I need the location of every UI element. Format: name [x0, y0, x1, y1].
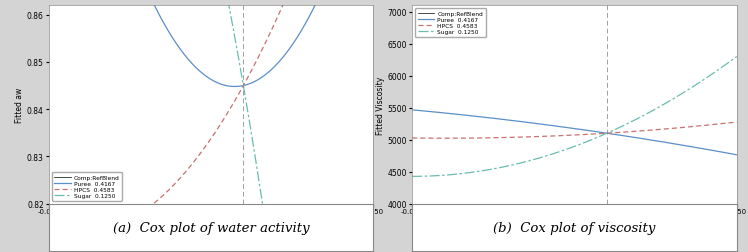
Y-axis label: Fitted aw: Fitted aw: [15, 87, 24, 122]
Legend: Comp:RefBlend, Puree  0.4167, HPCS  0.4583, Sugar  0.1250: Comp:RefBlend, Puree 0.4167, HPCS 0.4583…: [52, 172, 123, 201]
Legend: Comp:RefBlend, Puree  0.4167, HPCS  0.4583, Sugar  0.1250: Comp:RefBlend, Puree 0.4167, HPCS 0.4583…: [415, 9, 486, 38]
X-axis label: deviation from reference blend in proportion: deviation from reference blend in propor…: [131, 217, 291, 223]
X-axis label: deviation from reference blend in proportion: deviation from reference blend in propor…: [494, 217, 654, 223]
Y-axis label: Fitted Viscosity: Fitted Viscosity: [376, 76, 385, 134]
Text: (a)  Cox plot of water activity: (a) Cox plot of water activity: [113, 221, 309, 234]
Text: (b)  Cox plot of viscosity: (b) Cox plot of viscosity: [493, 221, 656, 234]
